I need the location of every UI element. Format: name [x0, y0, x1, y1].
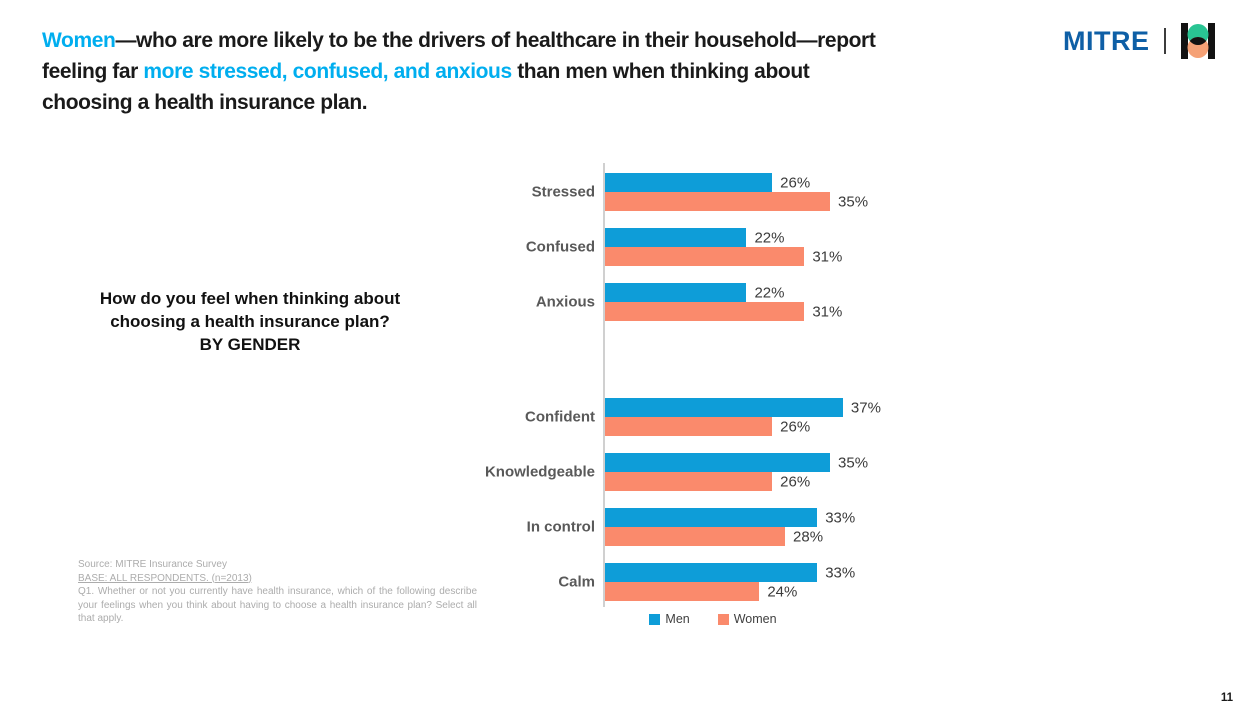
legend-label: Men	[665, 612, 689, 626]
category-label: Anxious	[536, 294, 595, 311]
value-label: 31%	[812, 303, 842, 320]
category-label: Calm	[558, 574, 595, 591]
bar-women: 26%	[605, 472, 772, 491]
page-number: 11	[1221, 692, 1233, 704]
legend-item-women: Women	[718, 612, 777, 626]
chart-row: In control33%28%	[605, 508, 935, 546]
legend-swatch	[718, 614, 729, 625]
value-label: 35%	[838, 193, 868, 210]
question-line: BY GENDER	[55, 333, 445, 356]
value-label: 26%	[780, 418, 810, 435]
bar-women: 28%	[605, 527, 785, 546]
bar-women: 31%	[605, 302, 804, 321]
mitre-health-icon	[1178, 22, 1218, 60]
value-label: 37%	[851, 399, 881, 416]
source-base-line: BASE: ALL RESPONDENTS. (n=2013)	[78, 572, 477, 586]
headline-text: feeling far	[42, 60, 143, 83]
legend-item-men: Men	[649, 612, 689, 626]
chart-row: Confident37%26%	[605, 398, 935, 436]
bar-women: 24%	[605, 582, 759, 601]
bar-men: 22%	[605, 228, 746, 247]
value-label: 31%	[812, 248, 842, 265]
mitre-logo: MITRE	[1063, 22, 1218, 60]
category-label: Knowledgeable	[485, 464, 595, 481]
chart-row: Stressed26%35%	[605, 173, 935, 211]
value-label: 22%	[754, 229, 784, 246]
bar-men: 33%	[605, 563, 817, 582]
category-label: Confident	[525, 409, 595, 426]
category-label: In control	[527, 519, 595, 536]
legend-swatch	[649, 614, 660, 625]
source-line: Source: MITRE Insurance Survey	[78, 558, 477, 572]
bar-women: 31%	[605, 247, 804, 266]
headline-line: choosing a health insurance plan.	[42, 87, 875, 118]
bar-men: 26%	[605, 173, 772, 192]
value-label: 33%	[825, 564, 855, 581]
slide: Women—who are more likely to be the driv…	[0, 0, 1257, 720]
headline-highlight-text: Women	[42, 29, 115, 52]
slide-headline: Women—who are more likely to be the driv…	[42, 25, 875, 118]
chart-row: Anxious22%31%	[605, 283, 935, 321]
bar-women: 35%	[605, 192, 830, 211]
value-label: 26%	[780, 473, 810, 490]
source-question-line: Q1. Whether or not you currently have he…	[78, 585, 477, 626]
headline-line: feeling far more stressed, confused, and…	[42, 56, 875, 87]
value-label: 28%	[793, 528, 823, 545]
headline-text: —who are more likely to be the drivers o…	[115, 29, 875, 52]
chart-legend: Men Women	[613, 612, 813, 626]
chart-question: How do you feel when thinking aboutchoos…	[55, 287, 445, 356]
bar-men: 35%	[605, 453, 830, 472]
value-label: 24%	[767, 583, 797, 600]
source-note: Source: MITRE Insurance Survey BASE: ALL…	[78, 558, 477, 626]
headline-text: choosing a health insurance plan.	[42, 91, 367, 114]
bar-chart: Stressed26%35% Confused22%31% Anxious22%31…	[603, 163, 933, 633]
bar-women: 26%	[605, 417, 772, 436]
logo-separator	[1164, 28, 1166, 54]
bar-men: 33%	[605, 508, 817, 527]
value-label: 35%	[838, 454, 868, 471]
mitre-wordmark: MITRE	[1063, 25, 1150, 57]
legend-label: Women	[734, 612, 777, 626]
chart-row: Calm33%24%	[605, 563, 935, 601]
value-label: 33%	[825, 509, 855, 526]
bar-men: 22%	[605, 283, 746, 302]
category-label: Confused	[526, 239, 595, 256]
headline-text: than men when thinking about	[512, 60, 810, 83]
chart-row: Knowledgeable35%26%	[605, 453, 935, 491]
question-line: How do you feel when thinking about	[55, 287, 445, 310]
chart-row: Confused22%31%	[605, 228, 935, 266]
bar-men: 37%	[605, 398, 843, 417]
headline-highlight-text: more stressed, confused, and anxious	[143, 60, 511, 83]
headline-line: Women—who are more likely to be the driv…	[42, 25, 875, 56]
value-label: 22%	[754, 284, 784, 301]
value-label: 26%	[780, 174, 810, 191]
question-line: choosing a health insurance plan?	[55, 310, 445, 333]
category-label: Stressed	[532, 184, 595, 201]
